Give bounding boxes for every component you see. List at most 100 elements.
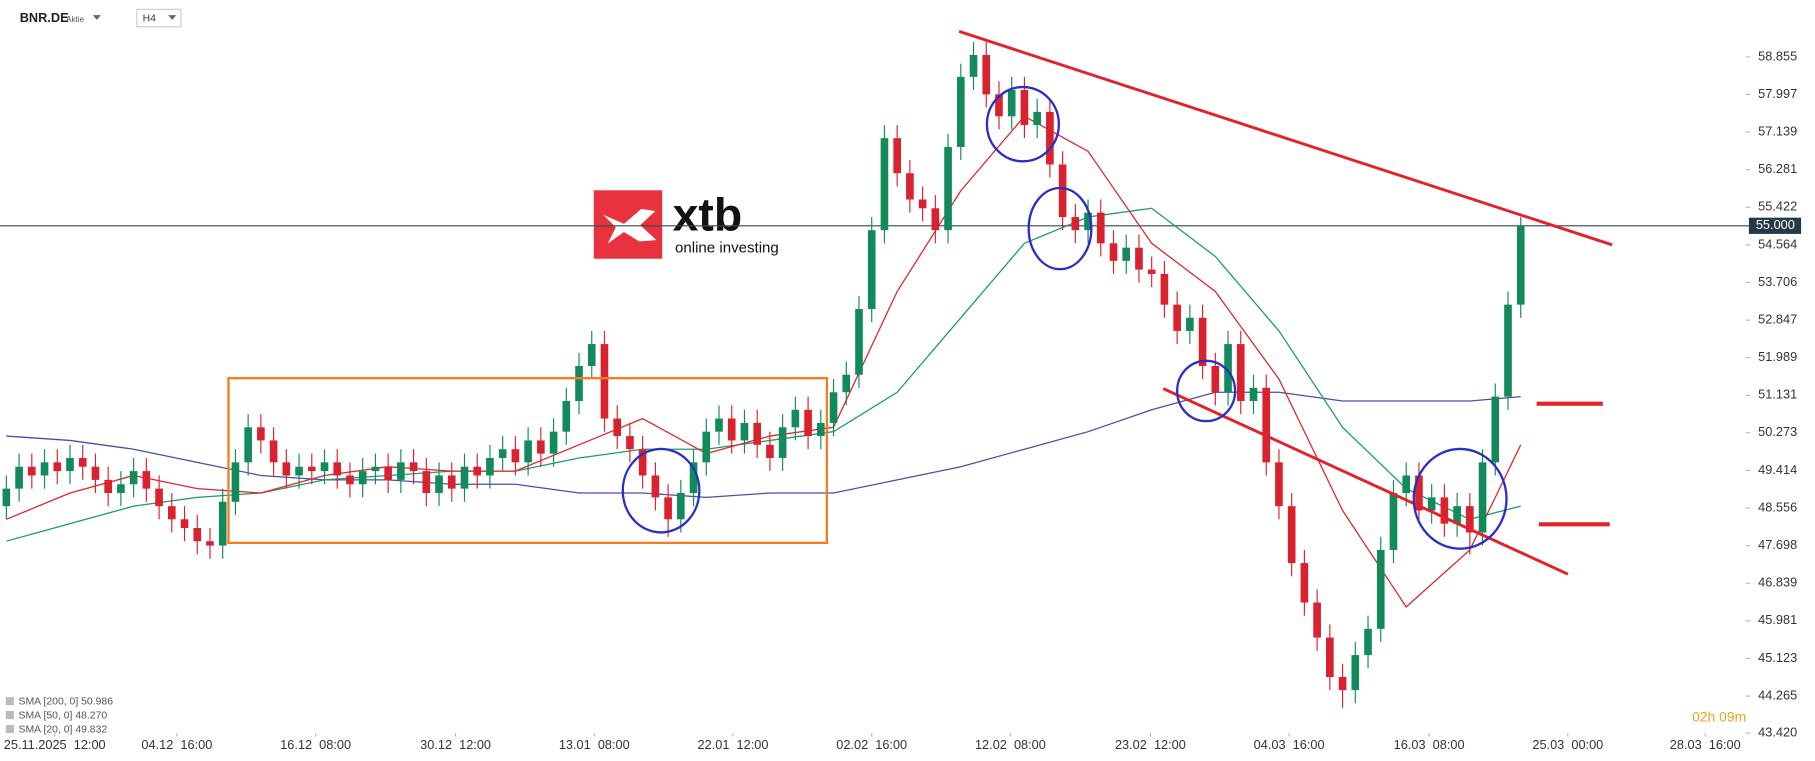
trend-line	[1162, 387, 1569, 576]
x-tick-label: 25.11.2025 12:00	[4, 737, 106, 752]
candle-body	[435, 475, 443, 494]
x-tick-label: 16.12 08:00	[280, 737, 351, 752]
trend-line	[958, 30, 1613, 247]
candle-body	[829, 392, 838, 423]
x-tick-label: 12.02 08:00	[975, 737, 1046, 752]
y-tick-label: 47.698	[1758, 537, 1797, 552]
candle-body	[549, 431, 558, 454]
candle-body	[282, 462, 291, 476]
candle-body	[104, 479, 112, 494]
y-tick-label: 57.139	[1758, 123, 1797, 138]
logo-brand: xtb	[673, 188, 743, 240]
y-tick-label: 51.989	[1758, 349, 1797, 364]
countdown: 02h 09m	[1692, 709, 1746, 725]
candle-body	[1504, 304, 1512, 397]
candle-body	[1427, 497, 1436, 511]
candle-body	[1275, 462, 1283, 507]
logo-tagline: online investing	[675, 239, 779, 256]
candle-body	[931, 208, 940, 231]
legend-label: SMA [200, 0] 50.986	[19, 696, 114, 707]
candle-body	[1516, 225, 1525, 305]
candle-body	[269, 440, 278, 463]
y-tick-label: 57.997	[1758, 86, 1797, 101]
header[interactable]: BNR.DE Aktie H4	[20, 8, 182, 28]
candle-body	[816, 422, 825, 437]
candle-body	[53, 462, 62, 472]
candle-body	[1453, 506, 1461, 524]
candle-body	[2, 488, 11, 507]
current-price-box	[1748, 217, 1802, 234]
candle-body	[142, 471, 151, 489]
candle-body	[257, 427, 265, 441]
candle-body	[842, 374, 851, 393]
candle-body	[1033, 111, 1041, 126]
y-tick-label: 45.981	[1758, 612, 1797, 627]
candle-body	[1415, 475, 1423, 511]
candle-body	[218, 501, 227, 546]
candle-body	[1389, 493, 1398, 550]
candle-body	[117, 484, 125, 494]
candle-body	[638, 449, 647, 476]
candle-body	[651, 475, 660, 498]
candle-body	[1376, 549, 1385, 629]
candle-body	[409, 462, 418, 472]
candle-body	[1135, 247, 1143, 270]
candle-body	[1071, 217, 1080, 231]
y-tick-label: 53.706	[1758, 274, 1797, 289]
candle-body	[1249, 387, 1258, 402]
candle-body	[78, 457, 87, 467]
candle-body	[1096, 212, 1105, 244]
x-tick-label: 04.12 16:00	[141, 737, 212, 752]
candle-body	[333, 462, 342, 476]
candle-body	[422, 471, 431, 494]
candle-body	[358, 471, 367, 485]
candle-body	[295, 466, 303, 476]
candle-body	[689, 462, 698, 494]
plot-area	[0, 41, 1749, 708]
candle-body	[1046, 111, 1054, 165]
candle-body	[1364, 628, 1372, 656]
candle-body	[244, 427, 252, 463]
candle-body	[447, 475, 456, 489]
candle-body	[715, 418, 723, 432]
highlight-circle	[1027, 186, 1093, 271]
candle-body	[537, 440, 545, 454]
y-tick-label: 43.420	[1758, 724, 1797, 739]
timeframe[interactable]: H4	[143, 13, 157, 24]
timeframe-box[interactable]	[136, 8, 182, 28]
candle-body	[969, 54, 978, 77]
candle-body	[893, 138, 901, 174]
candle-body	[1300, 563, 1309, 603]
dropdown-arrow[interactable]	[92, 15, 101, 20]
candle-body	[1058, 164, 1067, 218]
candle-body	[1211, 365, 1220, 393]
legend-icon	[5, 711, 14, 720]
candle-body	[766, 444, 774, 458]
x-tick-label: 23.02 12:00	[1115, 737, 1186, 752]
dropdown-arrow[interactable]	[168, 15, 177, 20]
x-tick-label: 22.01 12:00	[698, 737, 769, 752]
symbol[interactable]: BNR.DE	[20, 10, 69, 25]
x-tick-label: 30.12 12:00	[420, 737, 491, 752]
candle-body	[15, 466, 23, 489]
candle-body	[1466, 506, 1474, 533]
y-tick-label: 44.265	[1758, 687, 1797, 702]
range-box	[227, 377, 829, 545]
current-price-label: 55.000	[1756, 217, 1795, 232]
candle-body	[320, 462, 329, 472]
candle-body	[575, 365, 583, 402]
candle-body	[180, 519, 189, 529]
highlight-circle	[621, 447, 701, 534]
candle-body	[1313, 602, 1321, 638]
y-tick-label: 45.123	[1758, 650, 1797, 665]
candle-body	[677, 493, 685, 520]
candle-body	[1236, 344, 1245, 402]
candle-body	[1147, 269, 1156, 274]
y-tick-label: 46.839	[1758, 575, 1797, 590]
candle-body	[855, 309, 863, 375]
candle-body	[524, 440, 532, 463]
candle-body	[956, 76, 965, 147]
candle-body	[880, 138, 889, 231]
instrument-type: Aktie	[66, 15, 85, 24]
